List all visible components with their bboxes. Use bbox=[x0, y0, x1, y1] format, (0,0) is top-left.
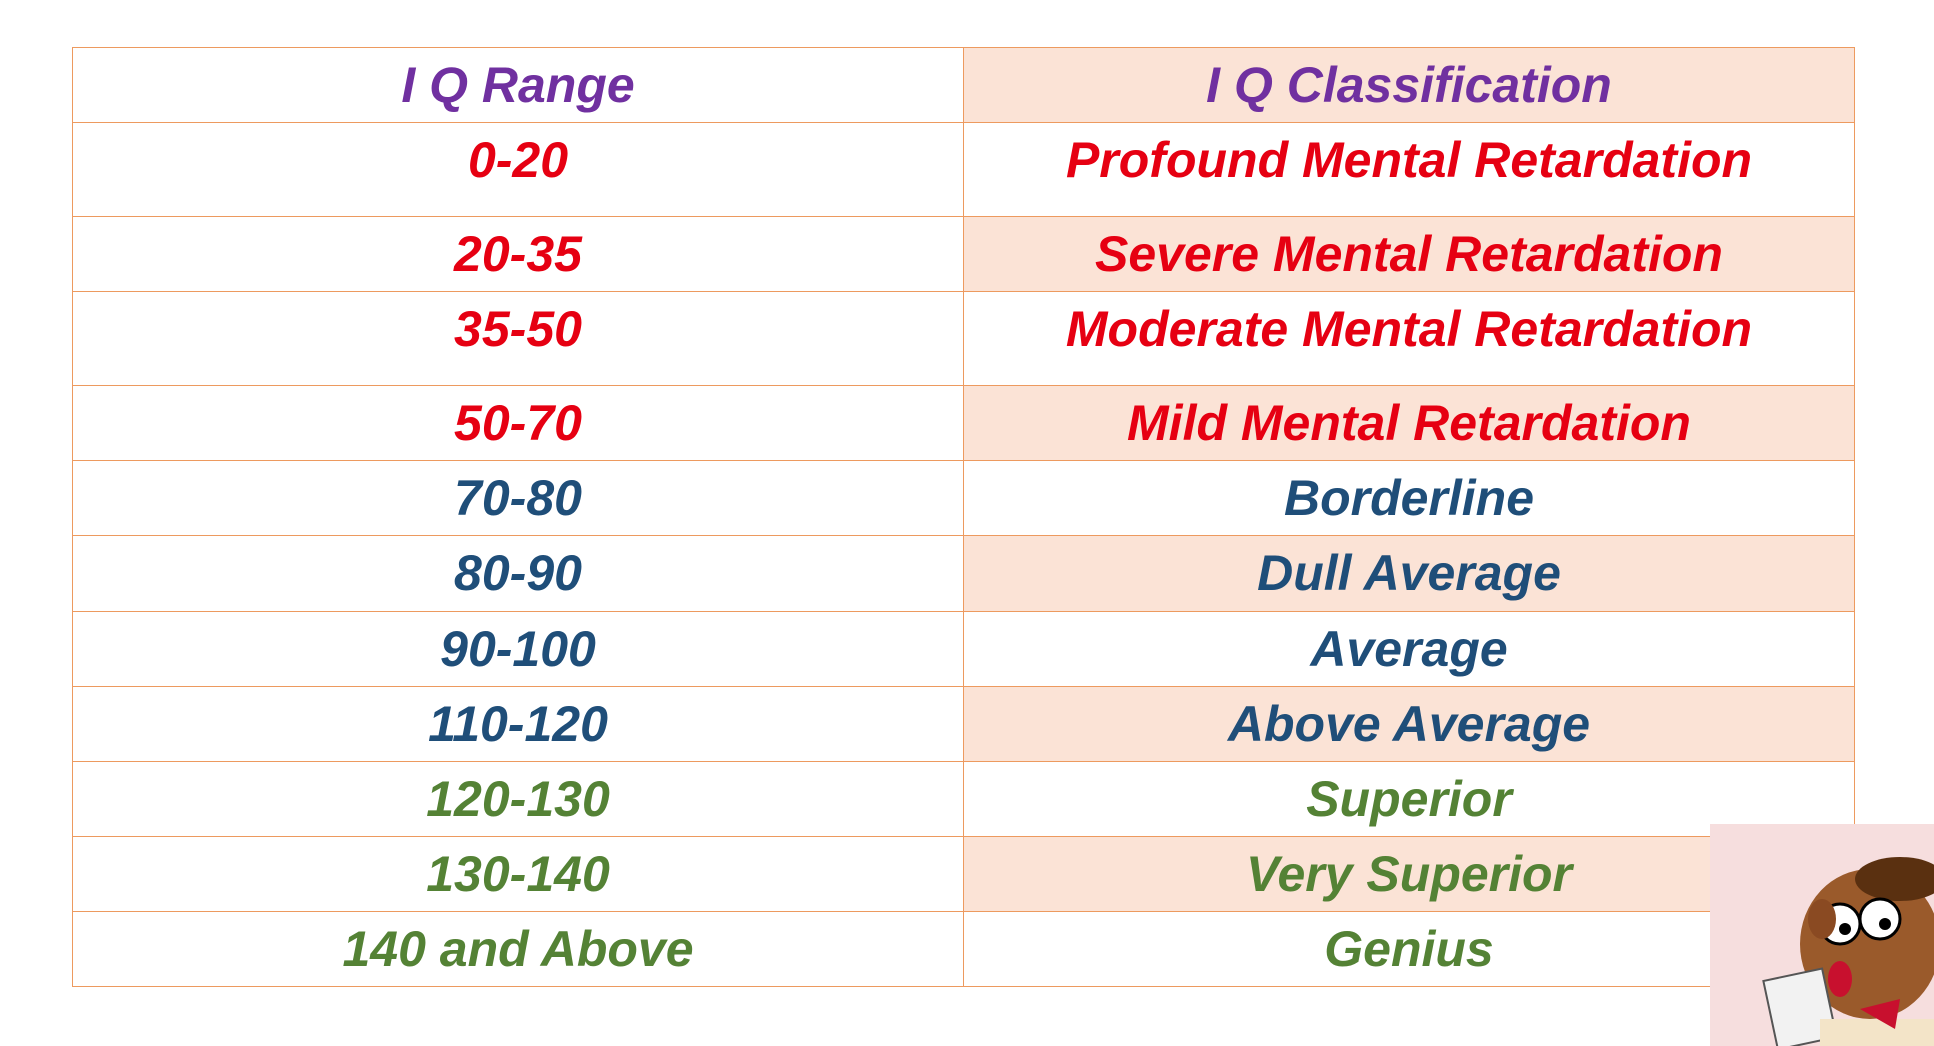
iq-table: I Q Range I Q Classification 0-20 Profoun… bbox=[72, 47, 1855, 987]
iq-range: 130-140 bbox=[72, 836, 964, 912]
iq-range: 140 and Above bbox=[72, 911, 964, 987]
iq-classification: Above Average bbox=[963, 686, 1855, 762]
iq-classification: Severe Mental Retardation bbox=[963, 216, 1855, 292]
iq-range: 70-80 bbox=[72, 460, 964, 536]
iq-range: 90-100 bbox=[72, 611, 964, 687]
iq-classification: Average bbox=[963, 611, 1855, 687]
iq-classification: Dull Average bbox=[963, 535, 1855, 612]
iq-range: 0-20 bbox=[72, 122, 964, 217]
iq-range: 35-50 bbox=[72, 291, 964, 386]
header-row: I Q Range I Q Classification bbox=[72, 47, 1855, 123]
table-row: 130-140 Very Superior bbox=[72, 836, 1855, 912]
header-cell: I Q Classification bbox=[963, 47, 1855, 123]
table-row: 0-20 Profound Mental Retardation bbox=[72, 122, 1855, 217]
iq-range: 110-120 bbox=[72, 686, 964, 762]
iq-range: 50-70 bbox=[72, 385, 964, 461]
table-row: 110-120 Above Average bbox=[72, 686, 1855, 762]
table-row: 50-70 Mild Mental Retardation bbox=[72, 385, 1855, 461]
table-row: 20-35 Severe Mental Retardation bbox=[72, 216, 1855, 292]
iq-classification: Profound Mental Retardation bbox=[963, 122, 1855, 217]
cartoon-image bbox=[1710, 824, 1934, 1046]
iq-range: 120-130 bbox=[72, 761, 964, 837]
iq-classification: Genius bbox=[963, 911, 1855, 987]
iq-classification: Superior bbox=[963, 761, 1855, 837]
iq-range: 20-35 bbox=[72, 216, 964, 292]
iq-classification: Mild Mental Retardation bbox=[963, 385, 1855, 461]
table-row: 90-100 Average bbox=[72, 611, 1855, 687]
iq-classification: Borderline bbox=[963, 460, 1855, 536]
header-cell: I Q Range bbox=[72, 47, 964, 123]
table-row: 120-130 Superior bbox=[72, 761, 1855, 837]
iq-range: 80-90 bbox=[72, 535, 964, 612]
table-row: 70-80 Borderline bbox=[72, 460, 1855, 536]
table-row: 35-50 Moderate Mental Retardation bbox=[72, 291, 1855, 386]
table-row: 80-90 Dull Average bbox=[72, 535, 1855, 612]
table-row: 140 and Above Genius bbox=[72, 911, 1855, 987]
iq-classification: Moderate Mental Retardation bbox=[963, 291, 1855, 386]
